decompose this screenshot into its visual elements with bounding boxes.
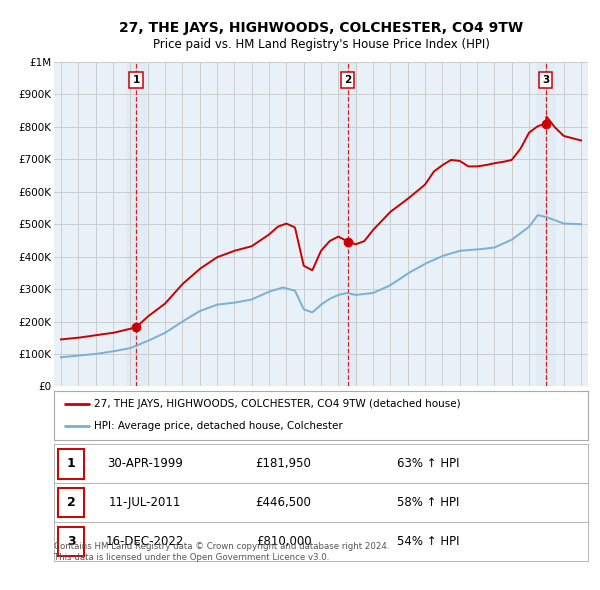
Text: 63% ↑ HPI: 63% ↑ HPI	[397, 457, 459, 470]
Text: 3: 3	[542, 75, 550, 85]
Text: 3: 3	[67, 535, 76, 548]
Text: 58% ↑ HPI: 58% ↑ HPI	[397, 496, 459, 509]
Text: Contains HM Land Registry data © Crown copyright and database right 2024.: Contains HM Land Registry data © Crown c…	[54, 542, 389, 550]
FancyBboxPatch shape	[58, 488, 84, 517]
Text: 16-DEC-2022: 16-DEC-2022	[106, 535, 184, 548]
FancyBboxPatch shape	[58, 527, 84, 556]
Text: HPI: Average price, detached house, Colchester: HPI: Average price, detached house, Colc…	[94, 421, 343, 431]
Text: £181,950: £181,950	[256, 457, 311, 470]
Text: 54% ↑ HPI: 54% ↑ HPI	[397, 535, 459, 548]
Text: This data is licensed under the Open Government Licence v3.0.: This data is licensed under the Open Gov…	[54, 553, 329, 562]
Text: 11-JUL-2011: 11-JUL-2011	[109, 496, 181, 509]
Text: 2: 2	[67, 496, 76, 509]
Text: £446,500: £446,500	[256, 496, 311, 509]
FancyBboxPatch shape	[58, 449, 84, 478]
Text: Price paid vs. HM Land Registry's House Price Index (HPI): Price paid vs. HM Land Registry's House …	[152, 38, 490, 51]
Bar	[127, 62, 145, 386]
Text: 30-APR-1999: 30-APR-1999	[107, 457, 183, 470]
Text: 27, THE JAYS, HIGHWOODS, COLCHESTER, CO4 9TW (detached house): 27, THE JAYS, HIGHWOODS, COLCHESTER, CO4…	[94, 399, 461, 409]
Bar	[339, 62, 356, 386]
Text: 1: 1	[133, 75, 140, 85]
Text: 27, THE JAYS, HIGHWOODS, COLCHESTER, CO4 9TW: 27, THE JAYS, HIGHWOODS, COLCHESTER, CO4…	[119, 21, 523, 35]
Text: £810,000: £810,000	[256, 535, 311, 548]
Text: 1: 1	[67, 457, 76, 470]
Bar	[537, 62, 554, 386]
Text: 2: 2	[344, 75, 351, 85]
